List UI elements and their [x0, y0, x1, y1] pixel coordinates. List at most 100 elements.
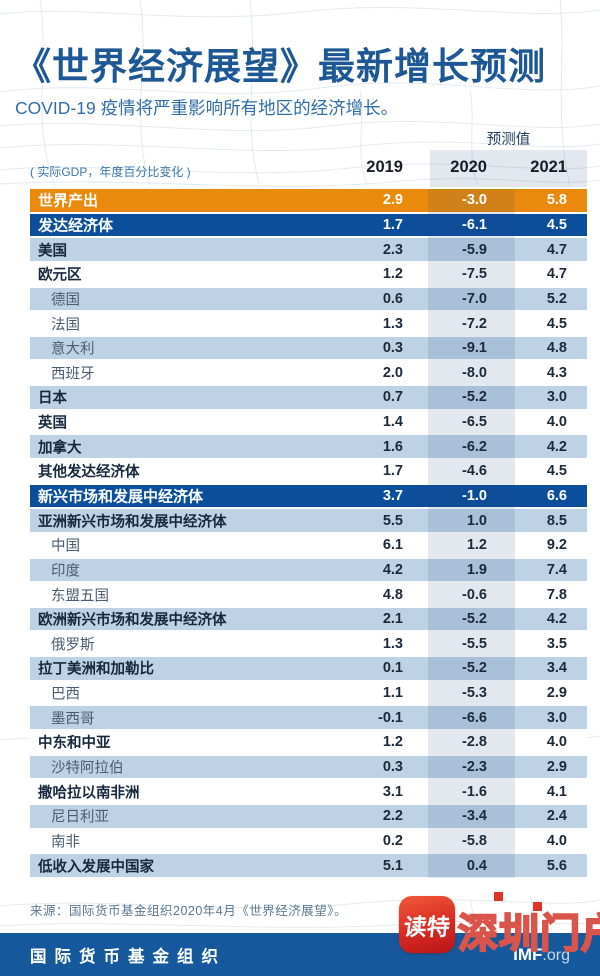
row-value-2019: -0.1	[378, 709, 403, 726]
table-row: 中国 6.1 1.2 9.2	[30, 533, 587, 557]
table-row: 低收入发展中国家 5.1 0.4 5.6	[30, 854, 587, 877]
unit-note: ( 实际GDP，年度百分比变化 )	[30, 165, 191, 179]
table-row: 德国 0.6 -7.0 5.2	[30, 287, 587, 311]
row-label: 中国	[51, 538, 80, 555]
row-value-2019: 2.0	[382, 364, 403, 381]
row-value-2020: -2.8	[462, 734, 487, 751]
watermark-dot	[533, 902, 542, 911]
row-value-2019: 1.6	[382, 438, 403, 455]
row-value-2020: 0.4	[466, 857, 487, 874]
row-label: 印度	[51, 563, 80, 580]
row-label: 拉丁美洲和加勒比	[38, 661, 154, 678]
row-value-2021: 3.0	[546, 389, 567, 406]
row-value-2020: -6.6	[462, 709, 487, 726]
row-value-2019: 3.1	[382, 783, 403, 800]
table-row: 巴西 1.1 -5.3 2.9	[30, 681, 587, 705]
row-value-2021: 4.0	[546, 734, 567, 751]
table-row: 亚洲新兴市场和发展中经济体 5.5 1.0 8.5	[30, 509, 587, 532]
table-row: 南非 0.2 -5.8 4.0	[30, 829, 587, 853]
table-row: 日本 0.7 -5.2 3.0	[30, 386, 587, 409]
gdp-growth-table: 世界产出 2.9 -3.0 5.8 发达经济体 1.7 -6.1 4.5 美国 2.3 -5.9 4.…	[30, 189, 587, 878]
row-value-2021: 4.5	[546, 463, 567, 480]
row-value-2021: 5.8	[546, 192, 567, 209]
forecast-label: 预测值	[486, 132, 531, 148]
row-value-2020: -8.0	[462, 364, 487, 381]
row-label: 德国	[51, 292, 80, 309]
row-label: 墨西哥	[51, 711, 95, 728]
row-label: 加拿大	[38, 440, 82, 457]
watermark-icon-text: 读特	[402, 913, 452, 940]
row-value-2021: 3.0	[546, 709, 567, 726]
table-row: 东盟五国 4.8 -0.6 7.8	[30, 583, 587, 606]
watermark-dot	[494, 892, 503, 901]
row-label: 世界产出	[38, 192, 99, 210]
row-value-2019: 0.3	[382, 340, 403, 357]
row-value-2021: 4.7	[546, 241, 567, 258]
row-value-2020: -4.6	[462, 463, 487, 480]
row-value-2020: -6.2	[462, 438, 487, 455]
row-label: 新兴市场和发展中经济体	[38, 488, 204, 506]
row-value-2021: 4.2	[546, 438, 567, 455]
row-label: 沙特阿拉伯	[51, 760, 124, 777]
row-value-2020: -0.6	[462, 586, 487, 603]
row-value-2019: 0.2	[382, 832, 403, 849]
column-header-2021: 2021	[530, 158, 567, 176]
table-row: 尼日利亚 2.2 -3.4 2.4	[30, 805, 587, 828]
row-label: 意大利	[51, 341, 95, 358]
row-value-2019: 2.1	[382, 611, 403, 628]
row-value-2019: 0.1	[382, 660, 403, 677]
row-value-2019: 4.2	[382, 561, 403, 578]
table-row: 墨西哥 -0.1 -6.6 3.0	[30, 706, 587, 730]
table-row: 俄罗斯 1.3 -5.5 3.5	[30, 632, 587, 656]
footer-bar: 国际货币基金组织 IMF.org	[0, 933, 600, 976]
column-header-2019: 2019	[366, 158, 403, 176]
row-value-2019: 3.7	[382, 487, 403, 504]
row-value-2021: 3.5	[546, 635, 567, 652]
table-row: 撒哈拉以南非洲 3.1 -1.6 4.1	[30, 780, 587, 803]
row-label: 俄罗斯	[51, 637, 95, 654]
table-row: 欧洲新兴市场和发展中经济体 2.1 -5.2 4.2	[30, 607, 587, 631]
table-body: 世界产出 2.9 -3.0 5.8 发达经济体 1.7 -6.1 4.5 美国 2.3 -5.9 4.…	[30, 189, 587, 877]
table-row: 英国 1.4 -6.5 4.0	[30, 410, 587, 434]
row-value-2020: -7.5	[462, 266, 487, 283]
row-value-2019: 0.7	[382, 389, 403, 406]
row-value-2019: 1.2	[382, 266, 403, 283]
row-value-2020: 1.9	[466, 561, 487, 578]
row-value-2020: -7.0	[462, 290, 487, 307]
row-value-2021: 9.2	[546, 537, 567, 554]
table-row: 世界产出 2.9 -3.0 5.8	[30, 189, 587, 212]
row-value-2020: -5.5	[462, 635, 487, 652]
row-value-2020: 1.2	[466, 537, 487, 554]
row-value-2019: 1.3	[382, 635, 403, 652]
row-label: 东盟五国	[51, 588, 109, 605]
row-value-2021: 4.7	[546, 266, 567, 283]
table-row: 美国 2.3 -5.9 4.7	[30, 238, 587, 261]
row-value-2019: 2.2	[382, 808, 403, 825]
row-label: 欧洲新兴市场和发展中经济体	[38, 612, 227, 629]
row-value-2021: 2.9	[546, 685, 567, 702]
row-label: 美国	[38, 243, 67, 260]
row-value-2019: 2.3	[382, 241, 403, 258]
table-row: 印度 4.2 1.9 7.4	[30, 558, 587, 582]
watermark-text: 深圳门户	[457, 911, 600, 957]
row-label: 欧元区	[38, 267, 82, 284]
row-label: 发达经济体	[38, 217, 114, 235]
row-value-2019: 1.2	[382, 734, 403, 751]
row-value-2020: -5.8	[462, 832, 487, 849]
table-row: 法国 1.3 -7.2 4.5	[30, 312, 587, 335]
footer-organization: 国际货币基金组织	[30, 947, 226, 966]
row-value-2021: 4.2	[546, 611, 567, 628]
row-value-2021: 8.5	[546, 512, 567, 529]
table-row: 意大利 0.3 -9.1 4.8	[30, 336, 587, 360]
row-value-2021: 2.9	[546, 759, 567, 776]
row-label: 南非	[51, 834, 80, 851]
row-value-2021: 2.4	[546, 808, 567, 825]
table-row: 拉丁美洲和加勒比 0.1 -5.2 3.4	[30, 657, 587, 680]
row-value-2019: 5.5	[382, 512, 403, 529]
row-value-2020: -2.3	[462, 759, 487, 776]
row-value-2020: -6.1	[462, 216, 487, 233]
row-label: 低收入发展中国家	[38, 859, 154, 876]
row-value-2020: -1.6	[462, 783, 487, 800]
row-value-2020: -6.5	[462, 414, 487, 431]
source-note: 来源：国际货币基金组织2020年4月《世界经济展望》。	[30, 904, 348, 918]
